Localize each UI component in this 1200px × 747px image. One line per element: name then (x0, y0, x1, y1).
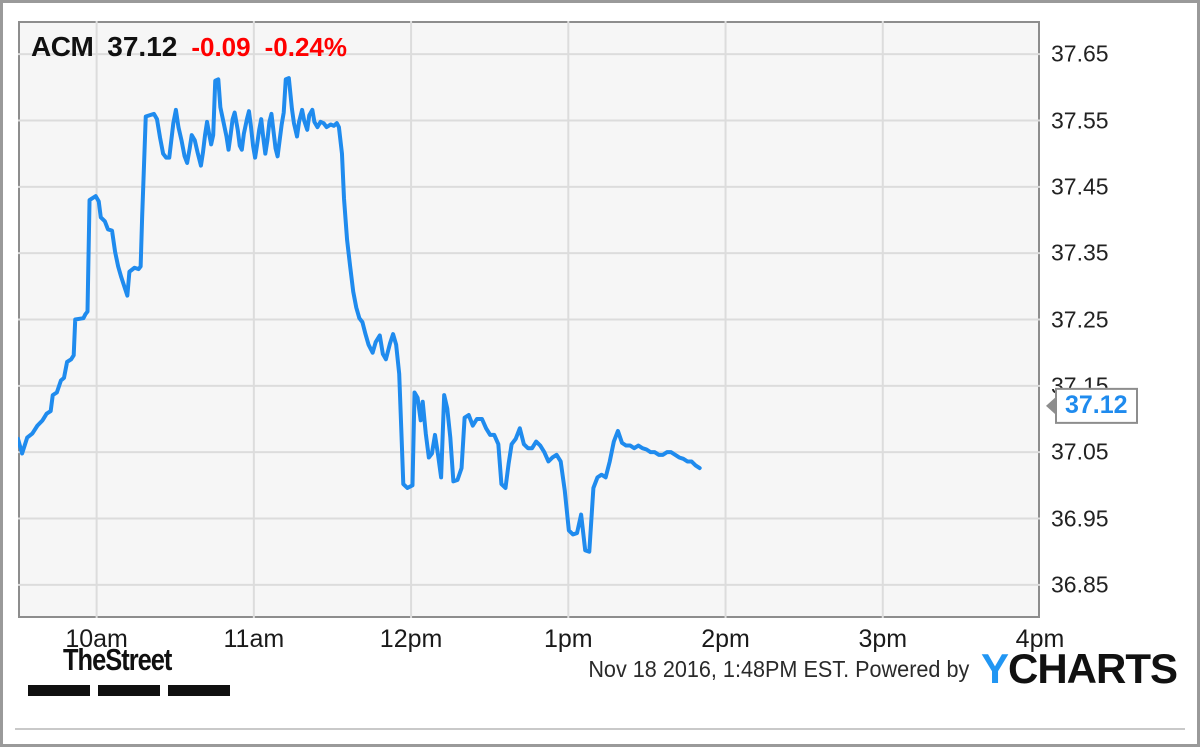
x-axis-tick: 10am (65, 625, 128, 653)
y-axis-tick: 37.05 (1051, 438, 1109, 465)
y-axis-tick: 36.85 (1051, 571, 1109, 598)
y-axis-tick: 37.25 (1051, 306, 1109, 332)
y-axis-tick: 37.55 (1051, 107, 1109, 133)
ycharts-y: Y (980, 645, 1009, 692)
price-chart (18, 21, 1040, 618)
y-axis-tick: 36.95 (1051, 505, 1109, 531)
price-chart-svg (18, 21, 1040, 618)
y-axis-tick: 37.45 (1051, 173, 1109, 200)
y-axis-tick: 37.35 (1051, 239, 1109, 266)
current-price-marker: 37.12 (1046, 387, 1138, 424)
y-axis-tick: 37.65 (1051, 40, 1109, 67)
x-axis-tick: 11am (223, 625, 285, 653)
horizontal-gridlines (18, 53, 1040, 586)
timestamp-credit: Nov 18 2016, 1:48PM EST. Powered by (588, 655, 969, 682)
ycharts-rest: CHARTS (1008, 645, 1178, 692)
x-axis-tick: 4pm (1015, 625, 1065, 653)
price-line-series (18, 76, 702, 554)
footer-credit-group: Nov 18 2016, 1:48PM EST. Powered by YCHA… (564, 645, 1178, 692)
price-marker-caret-icon (1046, 396, 1056, 415)
footer-divider (15, 728, 1185, 730)
x-axis-tick: 1pm (543, 625, 593, 653)
thestreet-bars-icon (28, 685, 263, 696)
x-axis-tick: 2pm (701, 625, 750, 653)
thestreet-logo: TheStreet (28, 642, 263, 696)
x-axis-tick: 3pm (858, 625, 908, 653)
price-marker-label: 37.12 (1055, 387, 1138, 424)
ycharts-logo: YCHARTS (980, 645, 1178, 692)
vertical-gridlines (95, 21, 884, 618)
thestreet-wordmark: TheStreet (63, 642, 172, 677)
x-axis-tick: 12pm (379, 625, 443, 653)
footer: TheStreet Nov 18 2016, 1:48PM EST. Power… (3, 628, 1197, 744)
